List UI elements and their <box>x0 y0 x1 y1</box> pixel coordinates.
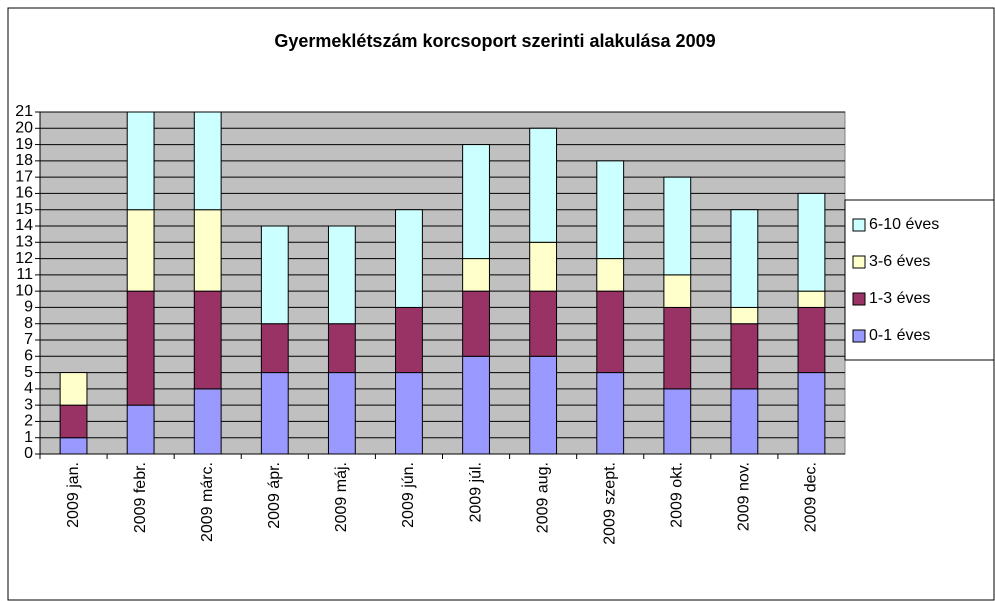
bar-segment <box>260 225 289 325</box>
bar-segment <box>797 290 826 308</box>
bar-segment <box>797 372 826 455</box>
y-tick-label: 20 <box>15 120 33 137</box>
x-tick-label: 2009 márc. <box>199 462 216 542</box>
legend-swatch <box>852 255 866 269</box>
y-tick-label: 19 <box>15 136 33 153</box>
legend-swatch <box>852 292 866 306</box>
y-tick-label: 0 <box>24 445 33 462</box>
bar-segment <box>193 111 222 211</box>
bar-segment <box>395 209 423 308</box>
bar-segment <box>59 372 88 406</box>
bar-segment <box>126 111 155 211</box>
bar-segment <box>730 323 759 390</box>
y-tick-label: 16 <box>15 185 33 202</box>
legend-label: 6-10 éves <box>869 216 939 233</box>
bar-segment <box>663 388 692 455</box>
bar-segment <box>596 372 625 455</box>
y-tick-label: 4 <box>24 380 33 397</box>
y-tick-label: 1 <box>24 429 33 446</box>
x-tick-label: 2009 dec. <box>803 462 820 532</box>
y-tick-label: 15 <box>15 201 33 218</box>
bar-segment <box>730 388 759 455</box>
x-tick-label: 2009 febr. <box>132 462 149 533</box>
bar-segment <box>395 372 423 455</box>
x-tick-label: 2009 szept. <box>601 462 618 545</box>
bar-segment <box>663 306 692 390</box>
y-tick-label: 8 <box>24 315 33 332</box>
y-tick-label: 18 <box>15 152 33 169</box>
x-tick-label: 2009 júl. <box>467 462 484 523</box>
bar-segment <box>596 258 625 292</box>
legend-swatch <box>852 218 866 232</box>
y-tick-label: 9 <box>24 299 33 316</box>
legend-swatch <box>852 329 866 343</box>
y-tick-label: 5 <box>24 364 33 381</box>
bar-segment <box>59 404 88 439</box>
bar-segment <box>193 209 222 292</box>
x-tick-label: 2009 jan. <box>65 462 82 528</box>
bar-segment <box>193 388 222 455</box>
y-tick-label: 2 <box>24 413 33 430</box>
x-tick-label: 2009 jún. <box>400 462 417 528</box>
bar-segment <box>663 274 692 308</box>
bar-segment <box>529 127 558 243</box>
y-tick-label: 13 <box>15 234 33 251</box>
y-tick-label: 6 <box>24 348 33 365</box>
bar-segment <box>327 323 356 374</box>
bar-segment <box>730 306 759 325</box>
x-tick-label: 2009 okt. <box>669 462 686 528</box>
plot-area <box>39 111 846 455</box>
y-tick-label: 7 <box>24 331 33 348</box>
y-tick-label: 11 <box>16 266 33 283</box>
bar-segment <box>730 209 759 308</box>
x-tick-label: 2009 aug. <box>534 462 551 533</box>
bar-segment <box>126 209 155 292</box>
y-tick-label: 17 <box>15 168 33 185</box>
bar-segment <box>462 290 490 357</box>
bar-segment <box>462 144 490 260</box>
bar-segment <box>663 176 692 276</box>
legend-label: 3-6 éves <box>869 253 930 270</box>
bar-segment <box>462 355 490 455</box>
bar-segment <box>529 241 558 292</box>
legend-label: 1-3 éves <box>869 290 930 307</box>
bar-segment <box>193 290 222 390</box>
bar-segment <box>529 290 558 357</box>
bar-segment <box>797 192 826 292</box>
x-tick-label: 2009 máj. <box>333 462 350 532</box>
bar-segment <box>462 258 490 292</box>
bar-segment <box>59 437 88 455</box>
bar-segment <box>797 306 826 374</box>
y-tick-label: 10 <box>15 282 33 299</box>
legend-box <box>844 199 995 361</box>
bar-segment <box>260 323 289 374</box>
bar-segment <box>260 372 289 455</box>
y-tick-label: 14 <box>15 217 33 234</box>
bar-segment <box>529 355 558 455</box>
bar-segment <box>395 306 423 374</box>
y-tick-label: 3 <box>24 396 33 413</box>
bar-segment <box>596 160 625 260</box>
y-tick-label: 12 <box>15 250 33 267</box>
bar-segment <box>327 225 356 325</box>
bar-segment <box>126 404 155 455</box>
x-tick-label: 2009 ápr. <box>266 462 283 529</box>
chart-title: Gyermeklétszám korcsoport szerinti alaku… <box>274 31 715 51</box>
bar-segment <box>596 290 625 374</box>
bar-segment <box>126 290 155 406</box>
x-tick-label: 2009 nov. <box>736 462 753 531</box>
y-tick-label: 21 <box>15 103 33 120</box>
bar-segment <box>327 372 356 455</box>
legend-label: 0-1 éves <box>869 327 930 344</box>
